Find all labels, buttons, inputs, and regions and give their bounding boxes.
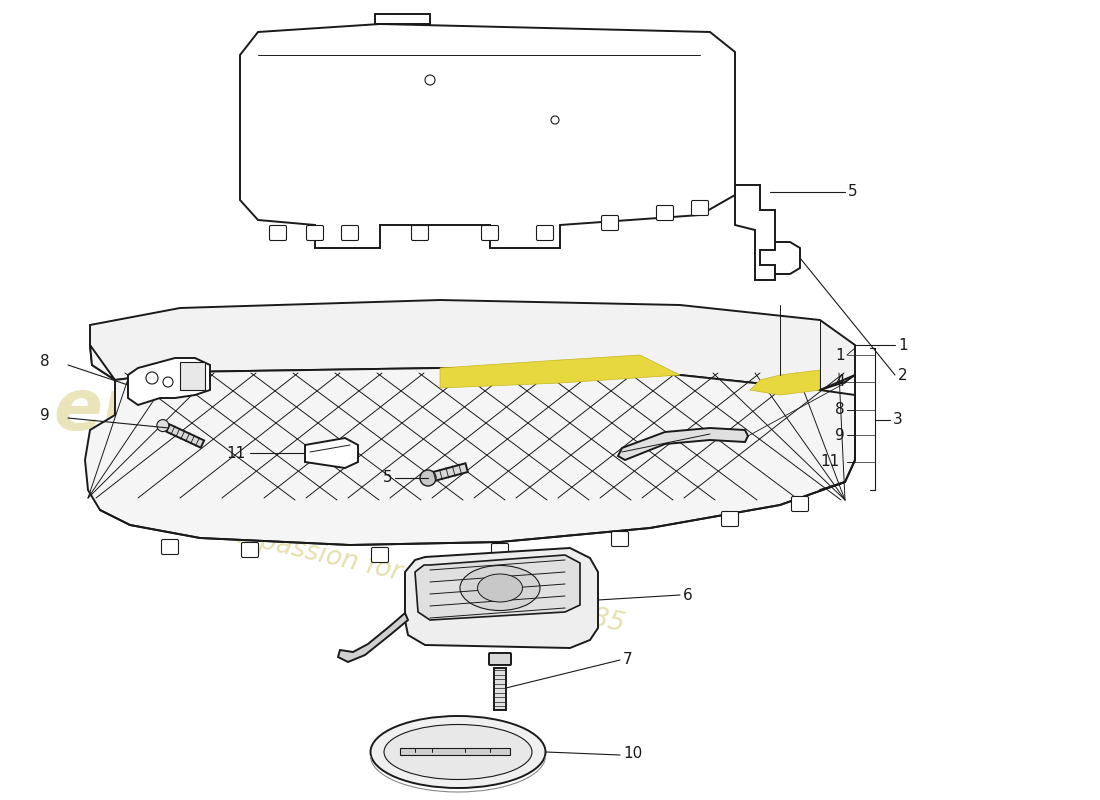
Text: a passion for parts since 1985: a passion for parts since 1985 bbox=[233, 522, 627, 638]
Ellipse shape bbox=[384, 725, 532, 779]
Polygon shape bbox=[735, 185, 776, 280]
Polygon shape bbox=[166, 424, 205, 448]
Circle shape bbox=[157, 419, 168, 431]
Polygon shape bbox=[415, 555, 580, 620]
FancyBboxPatch shape bbox=[602, 215, 618, 230]
Polygon shape bbox=[440, 355, 680, 388]
Text: eurocar
es: eurocar es bbox=[54, 376, 366, 525]
FancyBboxPatch shape bbox=[722, 511, 738, 526]
FancyBboxPatch shape bbox=[341, 226, 359, 241]
Text: 4: 4 bbox=[835, 374, 845, 390]
Polygon shape bbox=[427, 463, 468, 482]
FancyBboxPatch shape bbox=[372, 547, 388, 562]
FancyBboxPatch shape bbox=[482, 226, 498, 241]
Polygon shape bbox=[750, 370, 820, 395]
Circle shape bbox=[146, 372, 158, 384]
FancyBboxPatch shape bbox=[242, 542, 258, 558]
Text: 2: 2 bbox=[898, 367, 907, 382]
Text: 11: 11 bbox=[227, 446, 246, 461]
FancyBboxPatch shape bbox=[307, 226, 323, 241]
Polygon shape bbox=[90, 300, 855, 390]
Polygon shape bbox=[494, 668, 506, 710]
Text: 1: 1 bbox=[898, 338, 907, 353]
FancyBboxPatch shape bbox=[162, 539, 178, 554]
Polygon shape bbox=[305, 438, 358, 468]
FancyBboxPatch shape bbox=[612, 531, 628, 546]
Text: 9: 9 bbox=[835, 427, 845, 442]
Ellipse shape bbox=[371, 716, 546, 788]
FancyBboxPatch shape bbox=[411, 226, 429, 241]
FancyBboxPatch shape bbox=[792, 497, 808, 511]
Polygon shape bbox=[400, 748, 510, 755]
Polygon shape bbox=[85, 345, 855, 545]
Text: 6: 6 bbox=[683, 587, 693, 602]
Text: 8: 8 bbox=[40, 354, 49, 370]
Polygon shape bbox=[760, 242, 800, 274]
Text: 5: 5 bbox=[383, 470, 392, 485]
Text: 10: 10 bbox=[623, 746, 642, 762]
Text: 7: 7 bbox=[623, 651, 632, 666]
Polygon shape bbox=[240, 24, 735, 248]
Text: 1: 1 bbox=[835, 347, 845, 362]
Text: 11: 11 bbox=[821, 454, 840, 470]
Polygon shape bbox=[618, 428, 748, 460]
Ellipse shape bbox=[460, 566, 540, 610]
Text: 3: 3 bbox=[893, 413, 903, 427]
Text: 9: 9 bbox=[40, 409, 49, 423]
Text: 8: 8 bbox=[835, 402, 845, 418]
FancyBboxPatch shape bbox=[270, 226, 286, 241]
FancyBboxPatch shape bbox=[492, 543, 508, 558]
Polygon shape bbox=[180, 362, 205, 390]
FancyBboxPatch shape bbox=[692, 201, 708, 215]
Ellipse shape bbox=[477, 574, 522, 602]
Circle shape bbox=[163, 377, 173, 387]
FancyBboxPatch shape bbox=[490, 653, 512, 665]
Text: 5: 5 bbox=[848, 185, 858, 199]
FancyBboxPatch shape bbox=[537, 226, 553, 241]
Polygon shape bbox=[128, 358, 210, 405]
Polygon shape bbox=[405, 548, 598, 648]
FancyBboxPatch shape bbox=[657, 206, 673, 221]
Polygon shape bbox=[338, 613, 408, 662]
Circle shape bbox=[420, 470, 436, 486]
